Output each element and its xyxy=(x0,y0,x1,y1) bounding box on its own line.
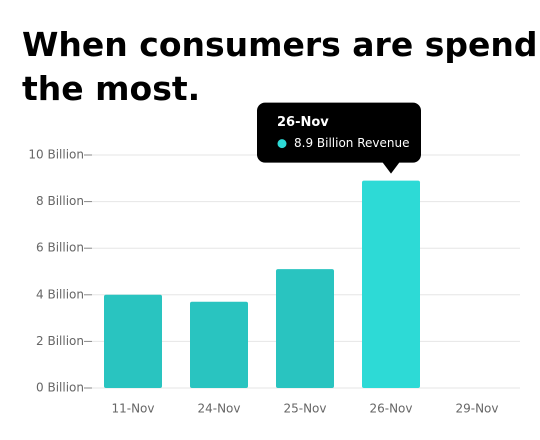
x-tick-label: 26-Nov xyxy=(369,402,412,416)
bar xyxy=(104,294,162,388)
y-tick-label: 10 Billion xyxy=(28,148,84,162)
y-tick-label: 0 Billion xyxy=(36,381,84,395)
chart-title: When consumers are spending xyxy=(22,25,540,64)
bar xyxy=(190,301,248,388)
y-tick-label: 6 Billion xyxy=(36,241,84,255)
tooltip-pointer xyxy=(382,161,400,174)
tooltip-dot xyxy=(277,139,287,149)
bar xyxy=(362,180,420,388)
chart-title: the most. xyxy=(22,69,200,108)
x-tick-label: 25-Nov xyxy=(283,402,326,416)
tooltip-title: 26-Nov xyxy=(277,115,329,130)
x-tick-label: 11-Nov xyxy=(111,402,154,416)
x-tick-label: 29-Nov xyxy=(455,402,498,416)
tooltip-label: 8.9 Billion Revenue xyxy=(294,136,410,150)
x-tick-label: 24-Nov xyxy=(197,402,240,416)
y-tick-label: 2 Billion xyxy=(36,334,84,348)
bar xyxy=(276,269,334,388)
tooltip xyxy=(257,102,421,163)
y-tick-label: 4 Billion xyxy=(36,287,84,301)
y-tick-label: 8 Billion xyxy=(36,194,84,208)
